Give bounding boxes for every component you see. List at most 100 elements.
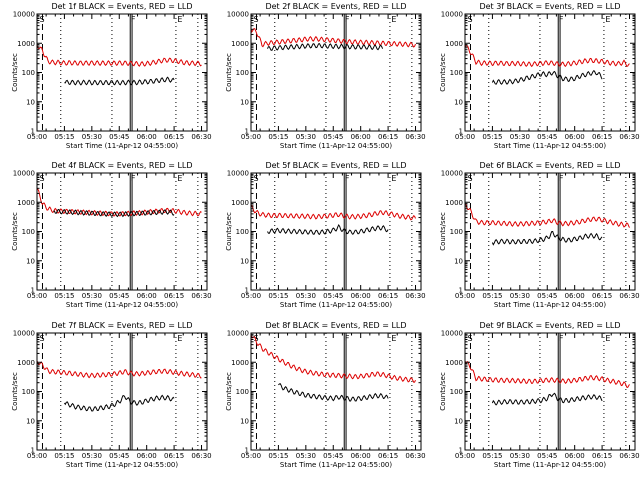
- x-tick-label: 05:45: [323, 133, 343, 141]
- y-tick-label: 10: [26, 257, 35, 265]
- x-tick-label: 05:30: [296, 452, 316, 460]
- start-marker-label: S: [467, 334, 472, 343]
- end-marker-label: E: [391, 334, 396, 343]
- x-tick-label: 06:30: [619, 133, 639, 141]
- x-tick-label: 06:30: [619, 452, 639, 460]
- x-tick-label: 06:15: [378, 292, 398, 300]
- x-tick-label: 06:30: [405, 292, 425, 300]
- x-axis-label: Start Time (11-Apr-12 04:55:00): [494, 301, 606, 309]
- y-tick-label: 100: [236, 69, 249, 77]
- x-tick-label: 06:00: [565, 292, 585, 300]
- x-tick-label: 05:45: [109, 292, 129, 300]
- x-axis-label: Start Time (11-Apr-12 04:55:00): [494, 142, 606, 150]
- x-tick-label: 06:30: [191, 133, 211, 141]
- y-tick-label: 1: [31, 447, 35, 455]
- x-tick-label: 06:00: [565, 133, 585, 141]
- x-tick-label: 05:00: [241, 133, 261, 141]
- start-marker-label: S: [253, 334, 258, 343]
- start-marker-label: S: [253, 174, 258, 183]
- panel-title: Det 8f BLACK = Events, RED = LLD: [265, 321, 406, 330]
- plot-frame: [36, 13, 208, 132]
- x-tick-label: 05:15: [482, 292, 502, 300]
- x-tick-label: 06:00: [351, 133, 371, 141]
- lld-series-line: [464, 203, 630, 228]
- x-tick-label: 06:00: [351, 452, 371, 460]
- x-axis-label: Start Time (11-Apr-12 04:55:00): [66, 142, 178, 150]
- y-tick-label: 1: [245, 128, 249, 136]
- lld-series-line: [250, 28, 416, 48]
- y-tick-label: 100: [22, 69, 35, 77]
- panel-det-7f: Det 7f BLACK = Events, RED = LLD S F E 1 10 10…: [11, 321, 212, 469]
- panel-det-8f: Det 8f BLACK = Events, RED = LLD S F E 1 10 10…: [225, 321, 426, 469]
- plot-frame: [36, 332, 208, 451]
- x-axis-label: Start Time (11-Apr-12 04:55:00): [66, 301, 178, 309]
- x-tick-label: 05:00: [27, 452, 47, 460]
- plot-frame: [464, 332, 636, 451]
- x-tick-label: 05:30: [510, 133, 530, 141]
- x-tick-label: 05:15: [268, 452, 288, 460]
- x-tick-label: 05:15: [54, 133, 74, 141]
- panel-title: Det 6f BLACK = Events, RED = LLD: [479, 161, 620, 170]
- x-tick-label: 06:15: [592, 133, 612, 141]
- lld-series-line: [250, 204, 416, 221]
- y-tick-label: 10: [454, 257, 463, 265]
- y-tick-label: 1: [459, 287, 463, 295]
- y-axis-label: Counts/sec: [11, 53, 19, 92]
- end-marker-label: E: [605, 174, 610, 183]
- y-tick-label: 1: [245, 287, 249, 295]
- x-tick-label: 06:15: [164, 133, 184, 141]
- y-tick-label: 100: [22, 228, 35, 236]
- lld-series-line: [36, 187, 202, 217]
- flare-marker-label: F: [345, 15, 350, 24]
- x-tick-label: 05:30: [296, 292, 316, 300]
- y-tick-label: 10000: [227, 170, 249, 178]
- x-tick-label: 06:15: [378, 452, 398, 460]
- start-marker-label: S: [253, 15, 258, 24]
- x-axis-label: Start Time (11-Apr-12 04:55:00): [66, 461, 178, 469]
- y-axis-label: Counts/sec: [225, 372, 233, 411]
- events-series-line: [491, 392, 603, 406]
- x-tick-label: 06:30: [191, 292, 211, 300]
- x-tick-label: 05:00: [27, 133, 47, 141]
- panel-title: Det 2f BLACK = Events, RED = LLD: [265, 2, 406, 11]
- y-tick-label: 10: [240, 98, 249, 106]
- x-tick-label: 05:45: [109, 133, 129, 141]
- x-tick-label: 05:30: [296, 133, 316, 141]
- y-axis-label: Counts/sec: [439, 212, 447, 251]
- x-tick-label: 05:45: [323, 292, 343, 300]
- panel-title: Det 7f BLACK = Events, RED = LLD: [51, 321, 192, 330]
- y-tick-label: 10000: [13, 170, 35, 178]
- x-tick-label: 05:30: [82, 292, 102, 300]
- y-tick-label: 1: [459, 447, 463, 455]
- panel-title: Det 5f BLACK = Events, RED = LLD: [265, 161, 406, 170]
- y-tick-label: 1000: [231, 40, 249, 48]
- x-tick-label: 05:00: [455, 292, 475, 300]
- end-marker-label: E: [391, 174, 396, 183]
- x-tick-label: 06:00: [565, 452, 585, 460]
- x-tick-label: 05:15: [482, 452, 502, 460]
- x-tick-label: 05:30: [510, 452, 530, 460]
- start-marker-label: S: [467, 15, 472, 24]
- x-tick-label: 05:15: [54, 292, 74, 300]
- y-tick-label: 10000: [441, 11, 463, 19]
- y-tick-label: 1000: [17, 359, 35, 367]
- events-series-line: [491, 231, 603, 246]
- x-tick-label: 05:45: [537, 452, 557, 460]
- start-marker-label: S: [39, 174, 44, 183]
- y-tick-label: 10: [240, 417, 249, 425]
- x-tick-label: 06:30: [619, 292, 639, 300]
- flare-marker-label: F: [345, 334, 350, 343]
- y-tick-label: 100: [450, 69, 463, 77]
- x-tick-label: 06:15: [592, 292, 612, 300]
- events-series-line: [491, 69, 603, 85]
- panel-title: Det 9f BLACK = Events, RED = LLD: [479, 321, 620, 330]
- events-series-line: [267, 224, 389, 235]
- panel-det-6f: Det 6f BLACK = Events, RED = LLD S F E 1 10 10…: [439, 161, 640, 309]
- y-tick-label: 100: [236, 388, 249, 396]
- x-tick-label: 05:00: [455, 133, 475, 141]
- y-tick-label: 10000: [13, 11, 35, 19]
- flare-marker-label: F: [559, 334, 564, 343]
- end-marker-label: E: [177, 334, 182, 343]
- panel-title: Det 4f BLACK = Events, RED = LLD: [51, 161, 192, 170]
